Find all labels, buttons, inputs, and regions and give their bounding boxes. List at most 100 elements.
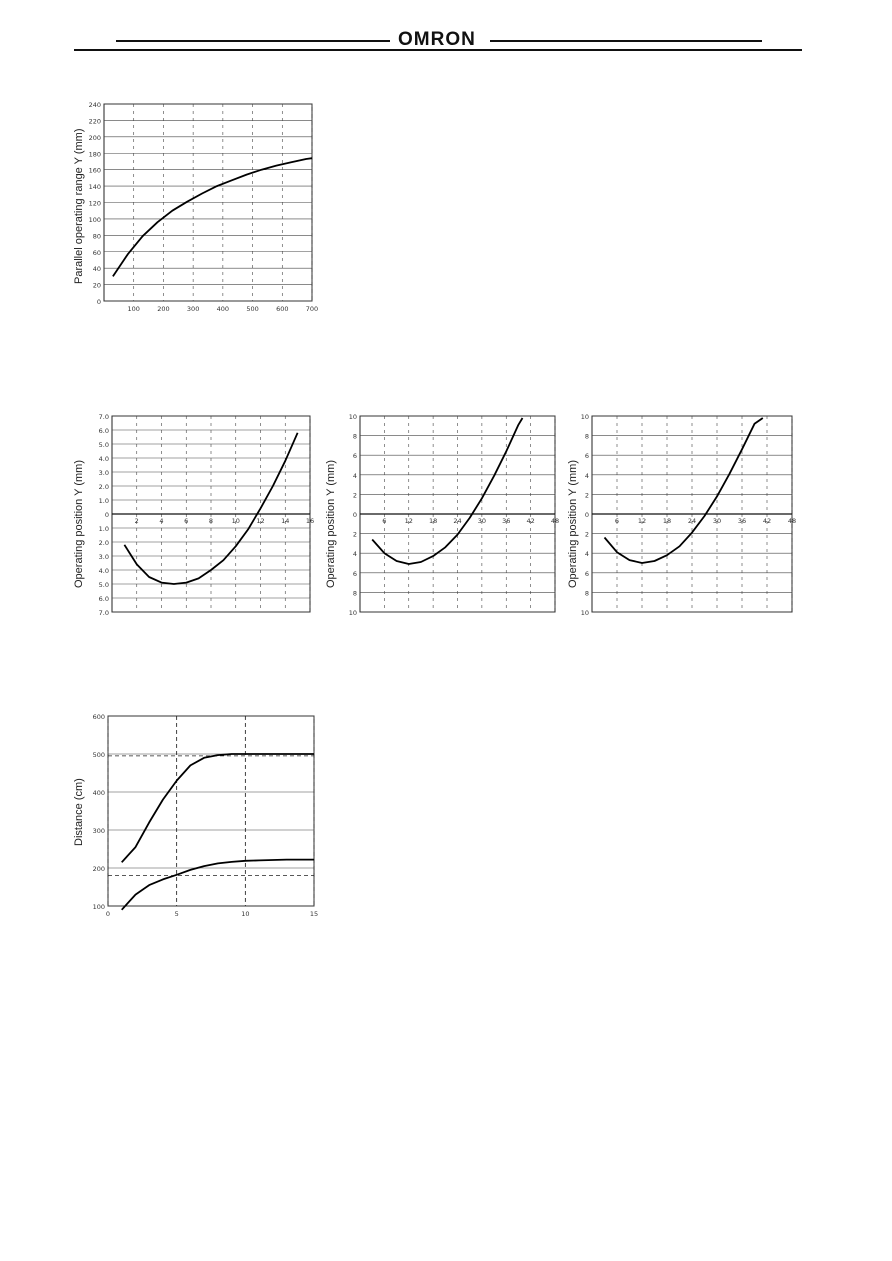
x-tick-label: 10 (241, 910, 249, 918)
y-tick-label: 1.0 (99, 525, 109, 533)
y-tick-label: 6 (353, 452, 357, 460)
y-tick-label: 4.0 (99, 455, 109, 463)
y-tick-label: 10 (349, 609, 357, 617)
x-tick-label: 36 (502, 517, 510, 525)
y-tick-label: 140 (89, 183, 101, 191)
y-tick-label: 2.0 (99, 483, 109, 491)
x-tick-label: 12 (405, 517, 413, 525)
y-tick-label: 4 (353, 472, 357, 480)
y-tick-label: 40 (93, 265, 101, 273)
y-tick-label: 8 (585, 433, 589, 441)
x-tick-label: 42 (526, 517, 534, 525)
y-tick-label: 1.0 (99, 497, 109, 505)
y-tick-label: 4 (585, 550, 589, 558)
series-line (121, 858, 314, 911)
parallel-range-chart: 0 20 40 60 80 100 120 140 160 180 200 220 240 100 200 3… (60, 96, 330, 326)
x-tick-label: 14 (281, 517, 289, 525)
y-tick-label: 2 (585, 531, 589, 539)
y-tick-label: 180 (89, 150, 101, 158)
y-tick-label: 300 (93, 827, 105, 835)
y-tick-label: 5.0 (99, 441, 109, 449)
x-tick-label: 16 (306, 517, 314, 525)
x-tick-label: 18 (663, 517, 671, 525)
x-tick-label: 5 (175, 910, 179, 918)
series-line (121, 753, 314, 863)
y-tick-label: 0 (585, 511, 589, 519)
y-tick-label: 3.0 (99, 469, 109, 477)
x-tick-label: 200 (157, 305, 169, 313)
x-tick-label: 600 (276, 305, 288, 313)
y-tick-label: 400 (93, 789, 105, 797)
operating-position-chart-2: 10 8 6 4 2 0 2 4 6 8 10 6 12 18 24 30 36 42 48 (330, 408, 570, 623)
series-line (123, 432, 299, 585)
y-tick-label: 5.0 (99, 581, 109, 589)
x-tick-label: 700 (306, 305, 318, 313)
x-tick-label: 30 (713, 517, 721, 525)
x-tick-label: 300 (187, 305, 199, 313)
x-tick-label: 30 (478, 517, 486, 525)
y-tick-label: 200 (93, 865, 105, 873)
y-tick-label: 20 (93, 282, 101, 290)
y-tick-label: 160 (89, 167, 101, 175)
y-axis-label: Parallel operating range Y (mm) (73, 128, 85, 284)
x-tick-label: 24 (453, 517, 461, 525)
x-tick-label: 8 (209, 517, 213, 525)
y-tick-label: 100 (93, 903, 105, 911)
y-tick-label: 120 (89, 200, 101, 208)
y-tick-label: 2 (585, 491, 589, 499)
x-tick-label: 12 (638, 517, 646, 525)
y-tick-label: 10 (349, 413, 357, 421)
y-tick-label: 6.0 (99, 595, 109, 603)
y-tick-label: 10 (581, 609, 589, 617)
x-tick-label: 500 (246, 305, 258, 313)
x-tick-label: 15 (310, 910, 318, 918)
y-tick-label: 100 (89, 216, 101, 224)
y-tick-label: 6.0 (99, 427, 109, 435)
x-tick-label: 48 (788, 517, 796, 525)
y-tick-label: 7.0 (99, 609, 109, 617)
x-tick-label: 36 (738, 517, 746, 525)
y-tick-label: 7.0 (99, 413, 109, 421)
x-tick-label: 42 (763, 517, 771, 525)
series-line (112, 157, 313, 277)
operating-position-chart-3: 10 8 6 4 2 0 2 4 6 8 10 6 12 18 24 30 36 42 48 (572, 408, 812, 623)
operating-position-chart-1: 7.0 6.0 5.0 4.0 3.0 2.0 1.0 0 1.0 2.0 3.0 4.0 5.0 6.0… (78, 408, 328, 623)
y-axis-label: Operating position Y (mm) (567, 460, 579, 588)
y-tick-label: 3.0 (99, 553, 109, 561)
y-tick-label: 8 (585, 589, 589, 597)
brand-logo: OMRON (398, 29, 476, 50)
y-axis-label: Distance (cm) (73, 778, 85, 846)
y-tick-label: 60 (93, 249, 101, 257)
x-tick-label: 6 (184, 517, 188, 525)
y-tick-label: 80 (93, 232, 101, 240)
x-tick-label: 4 (159, 517, 163, 525)
header-rule-left (116, 40, 390, 42)
y-tick-label: 8 (353, 433, 357, 441)
x-tick-label: 18 (429, 517, 437, 525)
y-tick-label: 220 (89, 117, 101, 125)
y-tick-label: 4 (585, 472, 589, 480)
y-tick-label: 0 (353, 511, 357, 519)
y-tick-label: 2 (353, 531, 357, 539)
plot-frame (107, 715, 315, 907)
x-tick-label: 10 (232, 517, 240, 525)
y-tick-label: 240 (89, 101, 101, 109)
x-tick-label: 400 (217, 305, 229, 313)
y-tick-label: 4.0 (99, 567, 109, 575)
x-tick-label: 24 (688, 517, 696, 525)
y-axis-label: Operating position Y (mm) (325, 460, 337, 588)
y-axis-label: Operating position Y (mm) (73, 460, 85, 588)
y-tick-label: 8 (353, 589, 357, 597)
y-tick-label: 2.0 (99, 539, 109, 547)
y-tick-label: 600 (93, 713, 105, 721)
distance-chart: 100 200 300 400 500 600 0 5 10 15 (80, 708, 330, 933)
y-tick-label: 6 (353, 570, 357, 578)
y-tick-label: 6 (585, 452, 589, 460)
y-tick-label: 200 (89, 134, 101, 142)
series-line (603, 417, 764, 564)
x-tick-label: 2 (135, 517, 139, 525)
x-tick-label: 100 (128, 305, 140, 313)
series-line (371, 417, 524, 565)
y-tick-label: 2 (353, 491, 357, 499)
x-tick-label: 6 (382, 517, 386, 525)
